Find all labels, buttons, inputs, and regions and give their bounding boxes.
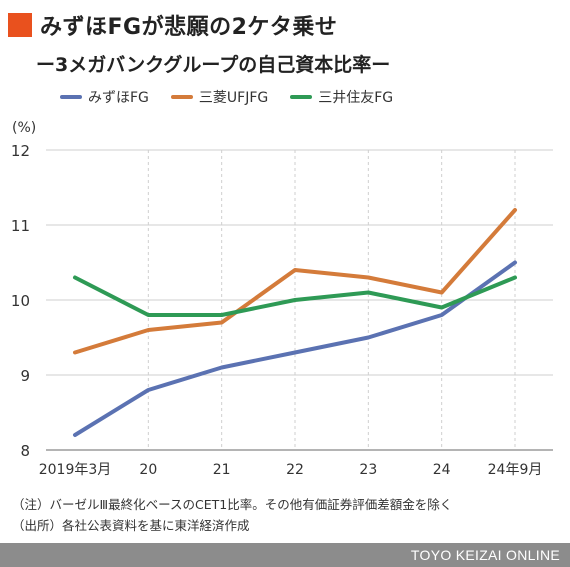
series-line-2 xyxy=(73,275,517,317)
x-tick-label: 24年9月 xyxy=(488,462,543,478)
y-tick-label: 10 xyxy=(11,292,30,310)
title-accent-square xyxy=(8,13,32,37)
footer-brand: TOYO KEIZAI ONLINE xyxy=(410,547,560,563)
legend-swatch-smfg xyxy=(290,95,313,99)
legend-swatch-mufg xyxy=(170,95,193,99)
y-tick-label: 8 xyxy=(20,442,30,460)
legend-item-mizuho: みずほFG xyxy=(60,87,149,107)
legend-item-smfg: 三井住友FG xyxy=(290,87,393,107)
x-tick-label: 2019年3月 xyxy=(39,462,112,478)
x-tick-label: 23 xyxy=(359,462,377,478)
series-line-1 xyxy=(73,208,517,355)
legend-label-mizuho: みずほFG xyxy=(88,90,149,106)
chart-title: みずほFGが悲願の2ケタ乗せ xyxy=(40,15,338,40)
y-tick-label: 11 xyxy=(11,217,30,235)
y-tick-label: 12 xyxy=(11,142,30,160)
note-text: （注）バーゼルⅢ最終化ベースのCET1比率。その他有価証券評価差額金を除く xyxy=(12,497,453,512)
source-text: （出所）各社公表資料を基に東洋経済作成 xyxy=(12,518,250,533)
legend-label-smfg: 三井住友FG xyxy=(318,90,394,106)
chart-legend: みずほFG 三菱UFJFG 三井住友FG xyxy=(60,87,393,107)
x-tick-label: 20 xyxy=(139,462,157,478)
legend-swatch-mizuho xyxy=(60,95,82,99)
x-tick-label: 24 xyxy=(433,462,451,478)
footer-bar: TOYO KEIZAI ONLINE xyxy=(0,543,570,567)
x-tick-label: 22 xyxy=(286,462,304,478)
chart-notes: （注）バーゼルⅢ最終化ベースのCET1比率。その他有価証券評価差額金を除く （出… xyxy=(12,494,452,536)
title-row: みずほFGが悲願の2ケタ乗せ xyxy=(8,9,337,41)
legend-item-mufg: 三菱UFJFG xyxy=(170,87,269,107)
series-line-0 xyxy=(73,260,517,437)
legend-label-mufg: 三菱UFJFG xyxy=(198,90,269,106)
line-chart: 8 9 10 11 12 2019年3月 20 21 22 23 24 24年9月 xyxy=(11,142,553,478)
y-axis-unit: (%) xyxy=(12,120,37,136)
y-tick-label: 9 xyxy=(20,367,30,385)
chart-subtitle: ー3メガバンクグループの自己資本比率ー xyxy=(36,54,391,76)
x-tick-label: 21 xyxy=(213,462,231,478)
